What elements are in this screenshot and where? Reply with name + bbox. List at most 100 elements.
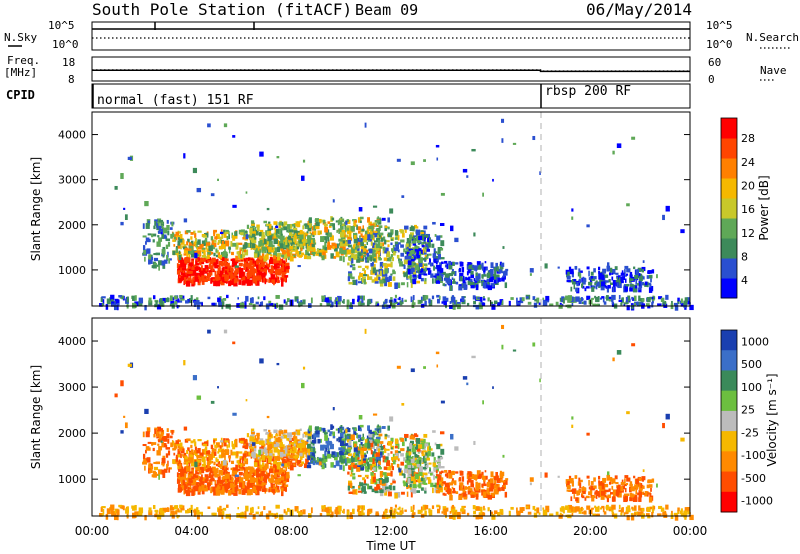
velocity-cell: [335, 428, 338, 431]
velocity-cell: [414, 473, 419, 480]
power-cell: [623, 303, 626, 307]
velocity-cell: [629, 497, 633, 502]
power-cell: [488, 269, 492, 273]
power-cell: [630, 278, 634, 282]
power-cell: [458, 285, 463, 291]
velocity-cell: [475, 494, 479, 500]
power-cell: [384, 300, 387, 304]
velocity-cell: [629, 481, 633, 487]
velocity-cell: [153, 433, 156, 438]
velocity-cell: [193, 473, 196, 477]
velocity-cell: [439, 487, 443, 491]
velocity-cell: [424, 490, 427, 494]
velocity-cell: [243, 467, 246, 471]
velocity-cell: [180, 466, 184, 471]
power-cell: [144, 249, 148, 254]
velocity-cell: [181, 477, 186, 480]
power-cell: [377, 235, 379, 239]
power-cell: [348, 271, 352, 276]
colorbar-tick-label: 8: [741, 251, 748, 264]
velocity-cell: [406, 446, 412, 452]
velocity-cell: [405, 452, 410, 457]
power-cell: [156, 225, 159, 229]
velocity-cell: [497, 483, 500, 487]
nsearch-tick-bottom: 10^0: [706, 38, 733, 51]
power-cell: [332, 246, 335, 250]
power-cell: [370, 256, 373, 262]
power-cell: [282, 244, 287, 248]
velocity-cell: [187, 457, 192, 460]
nsky-label: N.Sky: [4, 31, 37, 44]
power-cell: [367, 217, 370, 223]
velocity-cell: [365, 465, 367, 472]
power-cell: [217, 178, 219, 182]
velocity-cell: [156, 434, 159, 438]
velocity-cell: [299, 452, 303, 457]
velocity-cell: [196, 459, 201, 463]
power-cell: [356, 248, 360, 251]
power-cell: [273, 232, 278, 238]
power-cell: [268, 279, 271, 283]
velocity-cell: [352, 476, 356, 480]
velocity-cell: [167, 438, 170, 444]
power-cell: [216, 270, 219, 276]
power-cell: [360, 256, 365, 262]
velocity-cell: [211, 452, 215, 458]
power-cell: [226, 235, 229, 241]
velocity-cell: [412, 457, 417, 461]
power-cell: [198, 260, 202, 264]
power-cell: [473, 278, 476, 282]
velocity-cell: [578, 477, 581, 483]
velocity-cell: [206, 464, 210, 468]
power-cell: [400, 252, 404, 257]
power-cell: [186, 241, 189, 246]
velocity-cell: [284, 448, 288, 454]
power-cell: [363, 236, 368, 242]
power-cell: [366, 234, 371, 241]
power-cell: [436, 235, 441, 241]
velocity-cell: [208, 473, 212, 479]
velocity-cell: [591, 488, 595, 491]
velocity-cell: [232, 487, 236, 493]
power-cell: [239, 249, 242, 255]
power-cell: [163, 234, 167, 239]
velocity-cell: [261, 444, 264, 449]
power-cell: [607, 284, 611, 289]
power-cell: [298, 238, 302, 243]
velocity-cell: [354, 428, 358, 432]
power-cell: [229, 303, 231, 310]
power-cell: [677, 300, 680, 305]
velocity-cell: [473, 487, 476, 491]
power-cell: [245, 234, 249, 240]
velocity-cell: [408, 462, 413, 467]
power-cell: [449, 301, 452, 304]
velocity-cell: [382, 455, 386, 460]
power-cell: [269, 232, 272, 237]
power-cell: [165, 297, 170, 303]
velocity-cell: [292, 463, 296, 467]
noise-panel-frame: [91, 21, 691, 51]
velocity-cell: [374, 480, 377, 485]
velocity-cell: [499, 470, 502, 475]
power-cell: [226, 264, 230, 269]
power-cell: [427, 242, 431, 248]
power-cell: [581, 301, 584, 304]
velocity-cell: [475, 485, 480, 491]
power-cell: [426, 248, 430, 252]
velocity-cell: [238, 471, 243, 476]
velocity-cell: [428, 471, 433, 474]
power-cell: [378, 242, 383, 249]
velocity-cell: [341, 431, 346, 435]
power-cell: [328, 303, 334, 307]
power-cell: [645, 303, 650, 307]
power-cell: [313, 224, 316, 231]
power-cell: [363, 251, 366, 255]
velocity-cell: [342, 465, 345, 472]
velocity-cell: [362, 433, 365, 439]
velocity-cell: [199, 452, 204, 457]
power-cell: [598, 271, 600, 275]
velocity-cell: [267, 472, 271, 477]
power-cell: [194, 245, 197, 248]
velocity-cell: [421, 480, 426, 484]
power-cell: [278, 228, 282, 234]
